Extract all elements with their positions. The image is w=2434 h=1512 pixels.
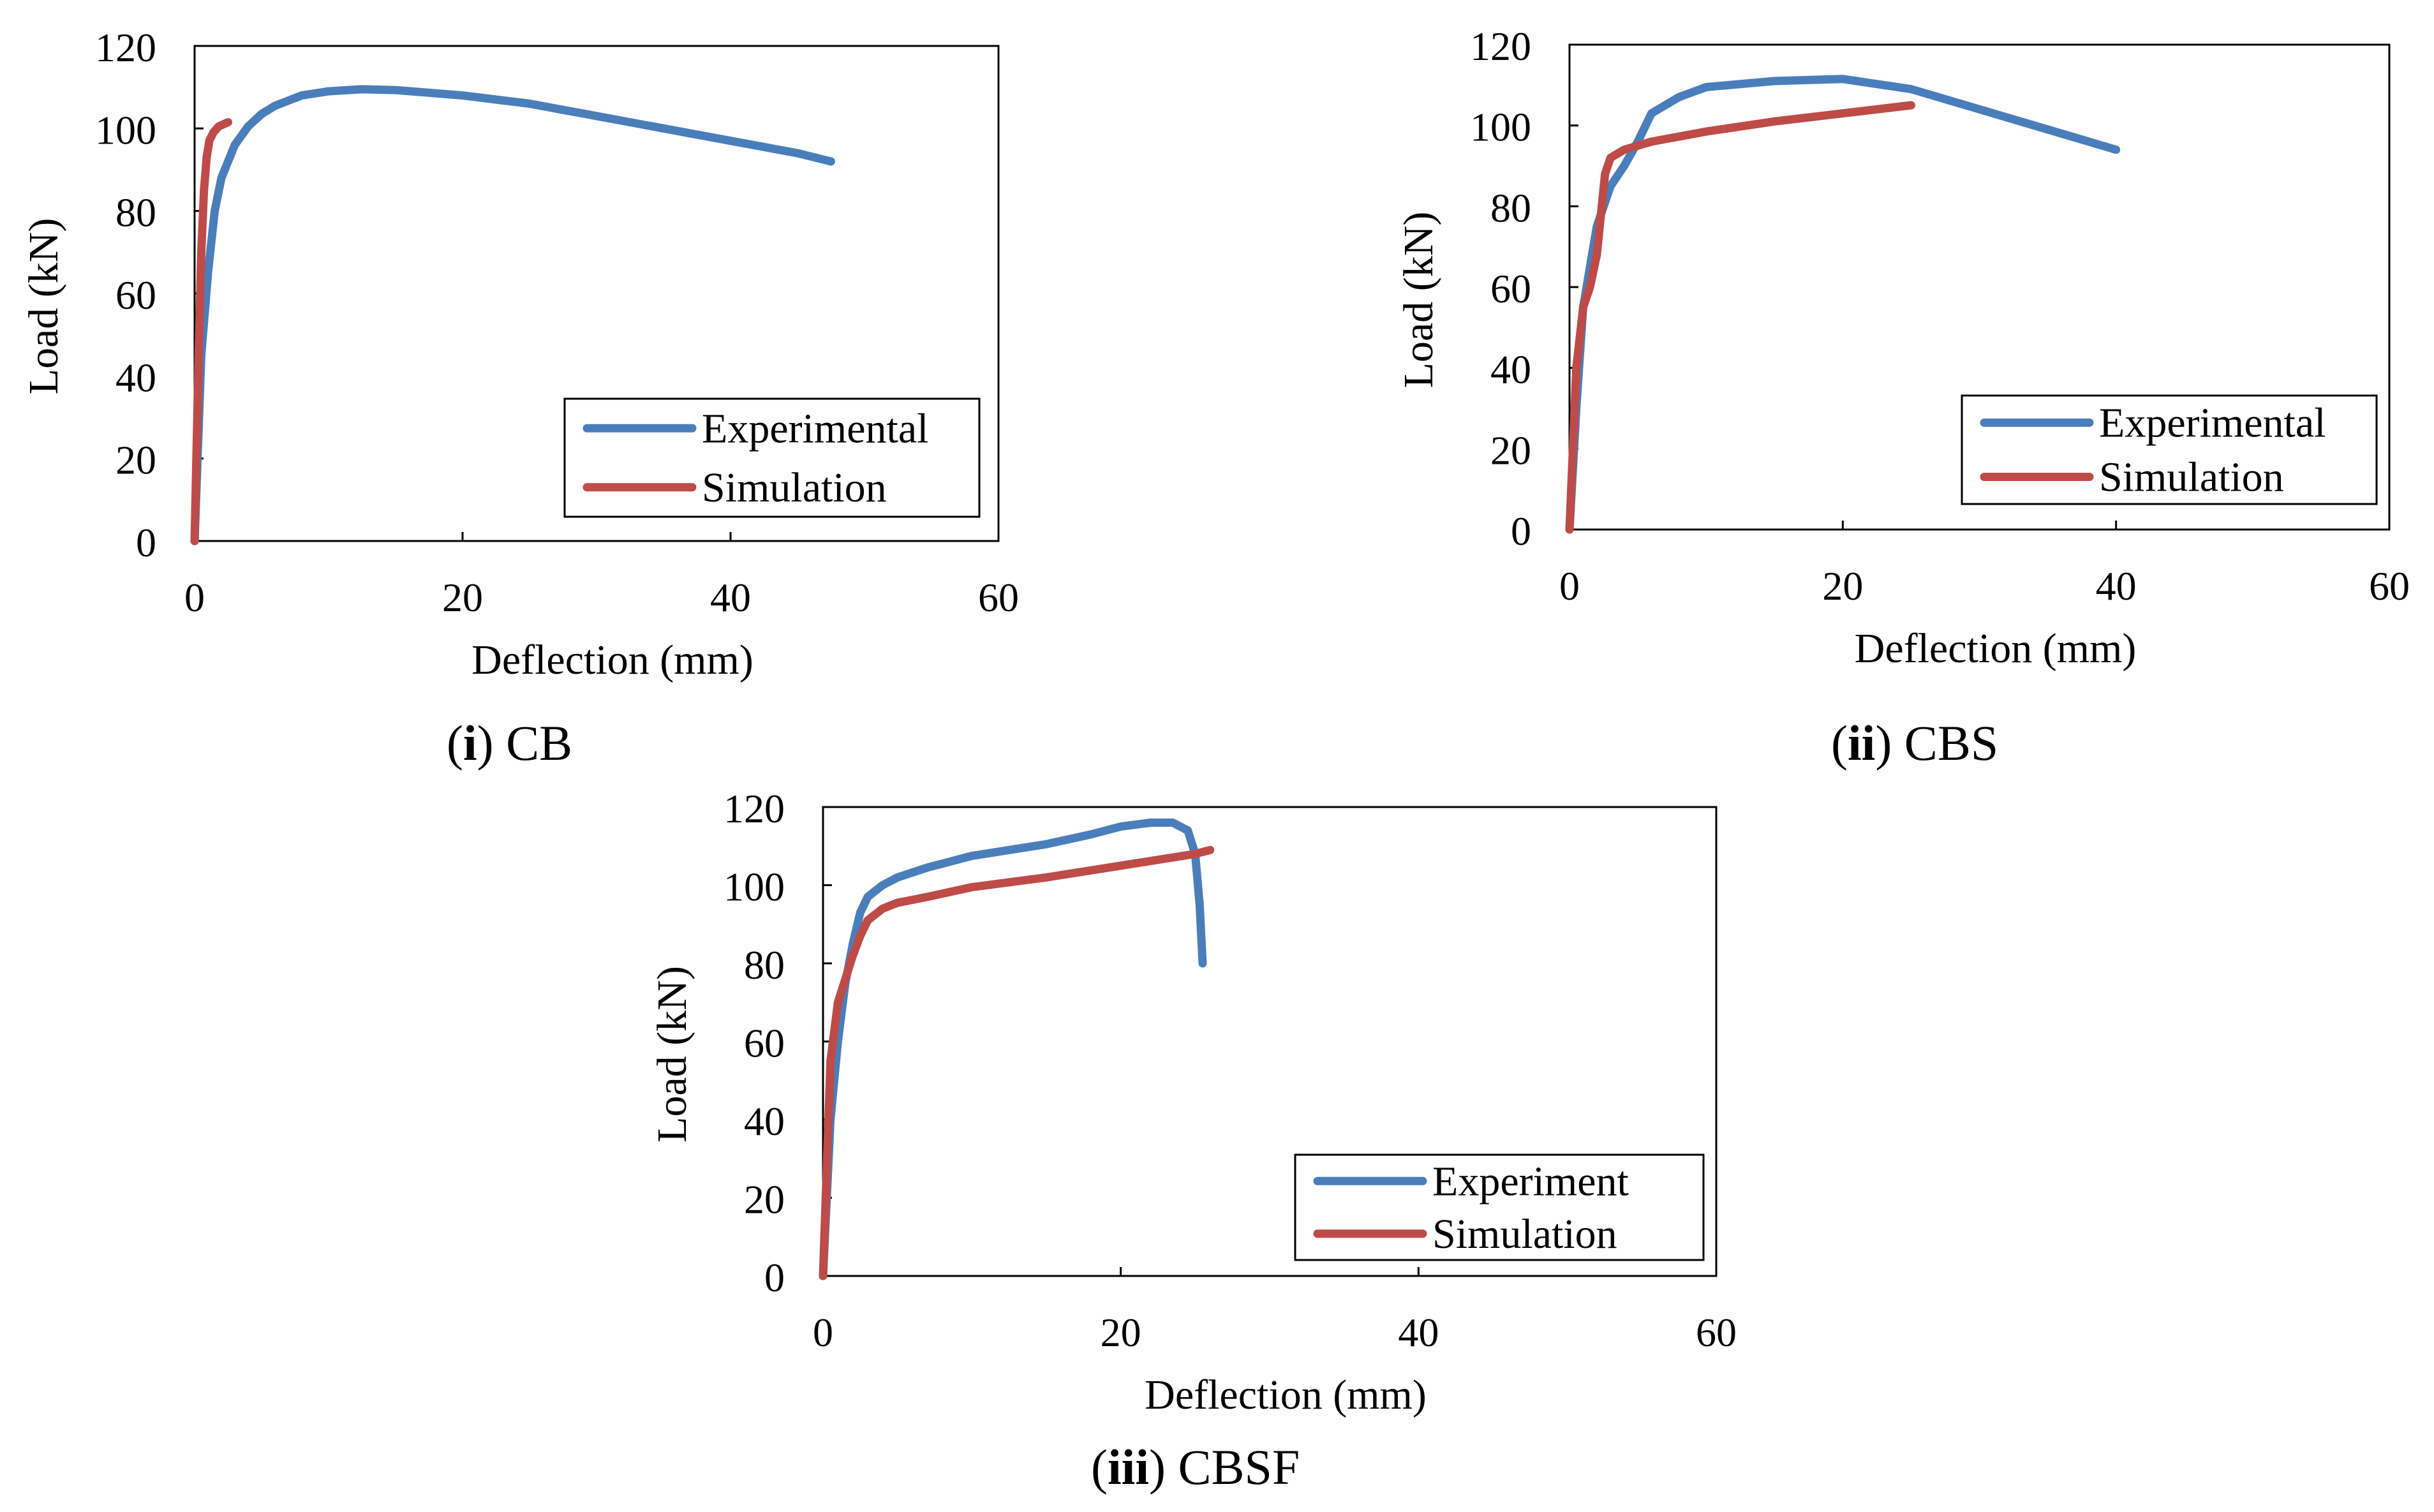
chart-cb: 0 20 40 60 80 100 120 0 20 40 60 Deflection (mm) Loa… [20, 25, 1019, 683]
x-tick-label: 0 [813, 1310, 833, 1355]
y-tick-label: 20 [1490, 427, 1531, 473]
legend-label: Simulation [702, 464, 887, 511]
x-tick-label: 0 [184, 575, 205, 620]
legend-box [1961, 394, 2378, 505]
x-tick-label: 60 [1696, 1310, 1737, 1355]
y-tick-label: 0 [1511, 508, 1531, 554]
legend-label: Simulation [1432, 1211, 1617, 1257]
x-tick-label: 40 [2096, 563, 2137, 609]
y-tick-label: 20 [744, 1177, 785, 1222]
x-tick-label: 20 [442, 575, 483, 620]
chart-cbs: 0 20 40 60 80 100 120 0 20 40 60 Deflection (mm) Loa… [1395, 24, 2410, 672]
series-line-simulation [190, 118, 232, 545]
x-tick-label: 60 [978, 575, 1019, 620]
x-axis-title: Deflection (mm) [1855, 625, 2137, 672]
legend-label: Experimental [2099, 400, 2326, 447]
y-tick-label: 100 [1470, 105, 1531, 150]
legend-label: Experimental [702, 405, 929, 452]
y-tick-label: 120 [1470, 24, 1531, 69]
y-axis-title: Load (kN) [20, 218, 67, 395]
x-axis-title: Deflection (mm) [1145, 1372, 1427, 1418]
y-axis-title: Load (kN) [649, 966, 695, 1143]
x-tick-label: 20 [1822, 563, 1863, 609]
legend-box [1294, 1153, 1705, 1261]
y-tick-label: 60 [744, 1021, 785, 1066]
legend-label: Experiment [1432, 1158, 1629, 1204]
chart-panel-cb: 0 20 40 60 80 100 120 0 20 40 60 Deflection (mm) Loa… [0, 0, 1053, 702]
y-tick-label: 80 [744, 942, 785, 988]
y-tick-label: 40 [1490, 347, 1531, 392]
y-axis-title: Load (kN) [1395, 212, 1442, 389]
y-tick-label: 40 [744, 1099, 785, 1144]
y-tick-label: 0 [136, 520, 156, 565]
y-tick-label: 120 [724, 786, 785, 831]
y-tick-label: 100 [95, 107, 156, 152]
y-tick-label: 40 [115, 355, 156, 400]
series-line-simulation [819, 845, 1215, 1280]
series-line-simulation [1565, 101, 1915, 534]
caption-cbs: (ii) CBS [1831, 715, 1999, 771]
chart-cbsf: 0 20 40 60 80 100 120 0 20 40 60 Deflection (mm) Loa… [649, 786, 1737, 1418]
x-tick-label: 20 [1101, 1310, 1141, 1355]
y-tick-label: 100 [724, 864, 785, 910]
y-tick-label: 120 [95, 25, 156, 70]
x-tick-label: 0 [1559, 563, 1580, 609]
y-tick-label: 80 [115, 190, 156, 235]
x-axis-title: Deflection (mm) [471, 637, 753, 683]
chart-panel-cbsf: 0 20 40 60 80 100 120 0 20 40 60 Deflection (mm) Loa… [625, 778, 1737, 1442]
y-tick-label: 20 [115, 438, 156, 483]
y-tick-label: 80 [1490, 185, 1531, 230]
x-tick-label: 40 [1398, 1310, 1439, 1355]
chart-panel-cbs: 0 20 40 60 80 100 120 0 20 40 60 Deflection (mm) Loa… [1372, 0, 2434, 702]
x-tick-label: 40 [710, 575, 751, 620]
legend-label: Simulation [2099, 454, 2284, 501]
y-tick-label: 60 [1490, 266, 1531, 311]
x-tick-label: 60 [2369, 563, 2410, 609]
y-tick-label: 60 [115, 272, 156, 318]
series-line-experiment [819, 819, 1207, 1280]
series-line-experimental [190, 85, 835, 545]
caption-cb: (i) CB [447, 715, 573, 771]
series-line-experimental [1565, 75, 2121, 534]
legend-box [563, 397, 981, 518]
y-tick-label: 0 [764, 1255, 785, 1300]
caption-cbsf: (iii) CBSF [1091, 1439, 1300, 1495]
